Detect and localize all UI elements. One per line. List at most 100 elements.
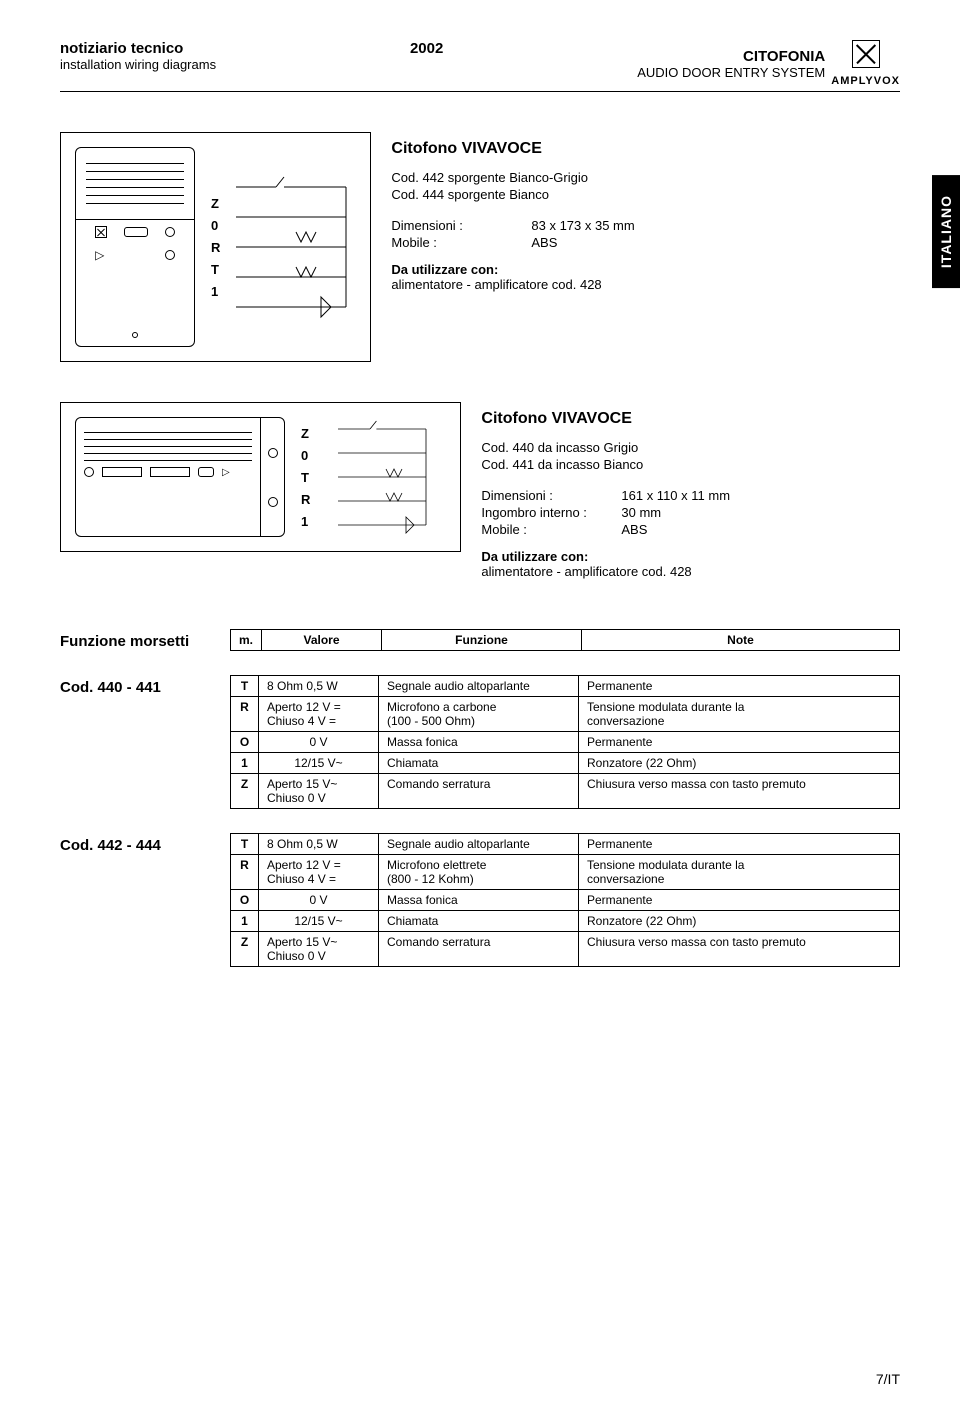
brand-block: AMPLYVOX [831,40,900,87]
table-cell: Comando serratura [379,932,579,967]
table-cell: 1 [231,753,259,774]
page-header: notiziario tecnico installation wiring d… [60,40,900,92]
header-year: 2002 [216,40,637,57]
product-text-2: Citofono VIVAVOCE Cod. 440 da incasso Gr… [481,402,900,579]
col-header: m. [231,630,262,651]
terminal-label: 1 [211,282,220,300]
terminal-label: R [301,490,310,508]
terminal-table-2: T8 Ohm 0,5 WSegnale audio altoparlantePe… [230,833,900,967]
table-cell: Ronzatore (22 Ohm) [579,753,900,774]
spec-label: Mobile : [391,235,531,250]
wiring-schematic-2 [326,417,446,537]
use-line: alimentatore - amplificatore cod. 428 [391,277,900,292]
tables-section: Funzione morsetti m. Valore Funzione Not… [60,629,900,967]
product-code: Cod. 442 sporgente Bianco-Grigio [391,170,900,185]
spec-value: 83 x 173 x 35 mm [531,218,634,233]
speaker-icon: ▷ [95,248,104,262]
table-row: RAperto 12 V = Chiuso 4 V =Microfono ele… [231,855,900,890]
spec-value: 161 x 110 x 11 mm [621,488,730,503]
col-header: Funzione [382,630,582,651]
product-code: Cod. 441 da incasso Bianco [481,457,900,472]
table-cell: 12/15 V~ [259,911,379,932]
terminal-label: 0 [211,216,220,234]
table-cell: Permanente [579,732,900,753]
table-cell: Ronzatore (22 Ohm) [579,911,900,932]
table-cell: O [231,890,259,911]
language-tab: ITALIANO [932,175,960,288]
table-cell: 1 [231,911,259,932]
table-cell: 8 Ohm 0,5 W [259,676,379,697]
table-cell: Microfono a carbone (100 - 500 Ohm) [379,697,579,732]
product-text-1: Citofono VIVAVOCE Cod. 442 sporgente Bia… [391,132,900,292]
use-title: Da utilizzare con: [391,262,900,277]
terminal-label: 0 [301,446,310,464]
table-cell: Aperto 12 V = Chiuso 4 V = [259,855,379,890]
spec-label: Dimensioni : [481,488,621,503]
button-icon [124,227,148,237]
table-label: Cod. 440 - 441 [60,675,230,696]
logo-icon [95,226,107,238]
table-cell: Permanente [579,676,900,697]
product-code: Cod. 440 da incasso Grigio [481,440,900,455]
spec-value: ABS [531,235,557,250]
table-header-row: Funzione morsetti m. Valore Funzione Not… [60,629,900,651]
header-sub-right: AUDIO DOOR ENTRY SYSTEM [637,65,825,80]
use-title: Da utilizzare con: [481,549,900,564]
table-cell: Permanente [579,890,900,911]
product-title: Citofono VIVAVOCE [391,140,900,158]
table-row: T8 Ohm 0,5 WSegnale audio altoparlantePe… [231,834,900,855]
terminal-label: 1 [301,512,310,530]
table-cell: Comando serratura [379,774,579,809]
table-cell: Tensione modulata durante la conversazio… [579,697,900,732]
wiring-schematic-1 [236,172,356,322]
table-cell: Chiamata [379,753,579,774]
table-cell: T [231,834,259,855]
table-row: 112/15 V~ChiamataRonzatore (22 Ohm) [231,911,900,932]
table-cell: R [231,855,259,890]
header-right: CITOFONIA AUDIO DOOR ENTRY SYSTEM AMPLYV… [637,40,900,87]
spec-label: Dimensioni : [391,218,531,233]
terminal-label: Z [301,424,310,442]
terminal-labels-2: Z 0 T R 1 [301,424,310,530]
col-header: Valore [262,630,382,651]
table-cell: Permanente [579,834,900,855]
terminal-table-1: T8 Ohm 0,5 WSegnale audio altoparlantePe… [230,675,900,809]
product-block-1: ▷ Z 0 R T 1 [60,132,900,362]
section-label: Funzione morsetti [60,629,230,650]
spec-label: Ingombro interno : [481,505,621,520]
table-cell: 0 V [259,732,379,753]
product-code: Cod. 444 sporgente Bianco [391,187,900,202]
table-cell: Segnale audio altoparlante [379,834,579,855]
table-cell: 8 Ohm 0,5 W [259,834,379,855]
table-row: RAperto 12 V = Chiuso 4 V =Microfono a c… [231,697,900,732]
table-cell: Massa fonica [379,732,579,753]
circle-icon [165,227,175,237]
table-cell: R [231,697,259,732]
table-cell: Z [231,932,259,967]
header-sub-left: installation wiring diagrams [60,57,216,72]
spec-label: Mobile : [481,522,621,537]
table-row: O0 VMassa fonicaPermanente [231,732,900,753]
button-icon [198,467,214,477]
product-title: Citofono VIVAVOCE [481,410,900,428]
speaker-icon: ▷ [222,467,230,478]
table-row: T8 Ohm 0,5 WSegnale audio altoparlantePe… [231,676,900,697]
device-drawing-2: ▷ [75,417,285,537]
terminal-label: T [301,468,310,486]
table-row: O0 VMassa fonicaPermanente [231,890,900,911]
terminal-label: Z [211,194,220,212]
brand-name: AMPLYVOX [831,75,900,87]
table-cell: O [231,732,259,753]
page-number: 7/IT [876,1371,900,1387]
header-title-right: CITOFONIA [637,48,825,65]
spec-value: 30 mm [621,505,661,520]
terminal-label: T [211,260,220,278]
table-cell: Segnale audio altoparlante [379,676,579,697]
table-cell: 0 V [259,890,379,911]
brand-logo-icon [852,40,880,68]
diagram-box-1: ▷ Z 0 R T 1 [60,132,371,362]
table-block-1: Cod. 440 - 441 T8 Ohm 0,5 WSegnale audio… [60,675,900,809]
use-line: alimentatore - amplificatore cod. 428 [481,564,900,579]
diagram-box-2: ▷ Z 0 T R 1 [60,402,461,552]
table-cell: Chiusura verso massa con tasto premuto [579,774,900,809]
